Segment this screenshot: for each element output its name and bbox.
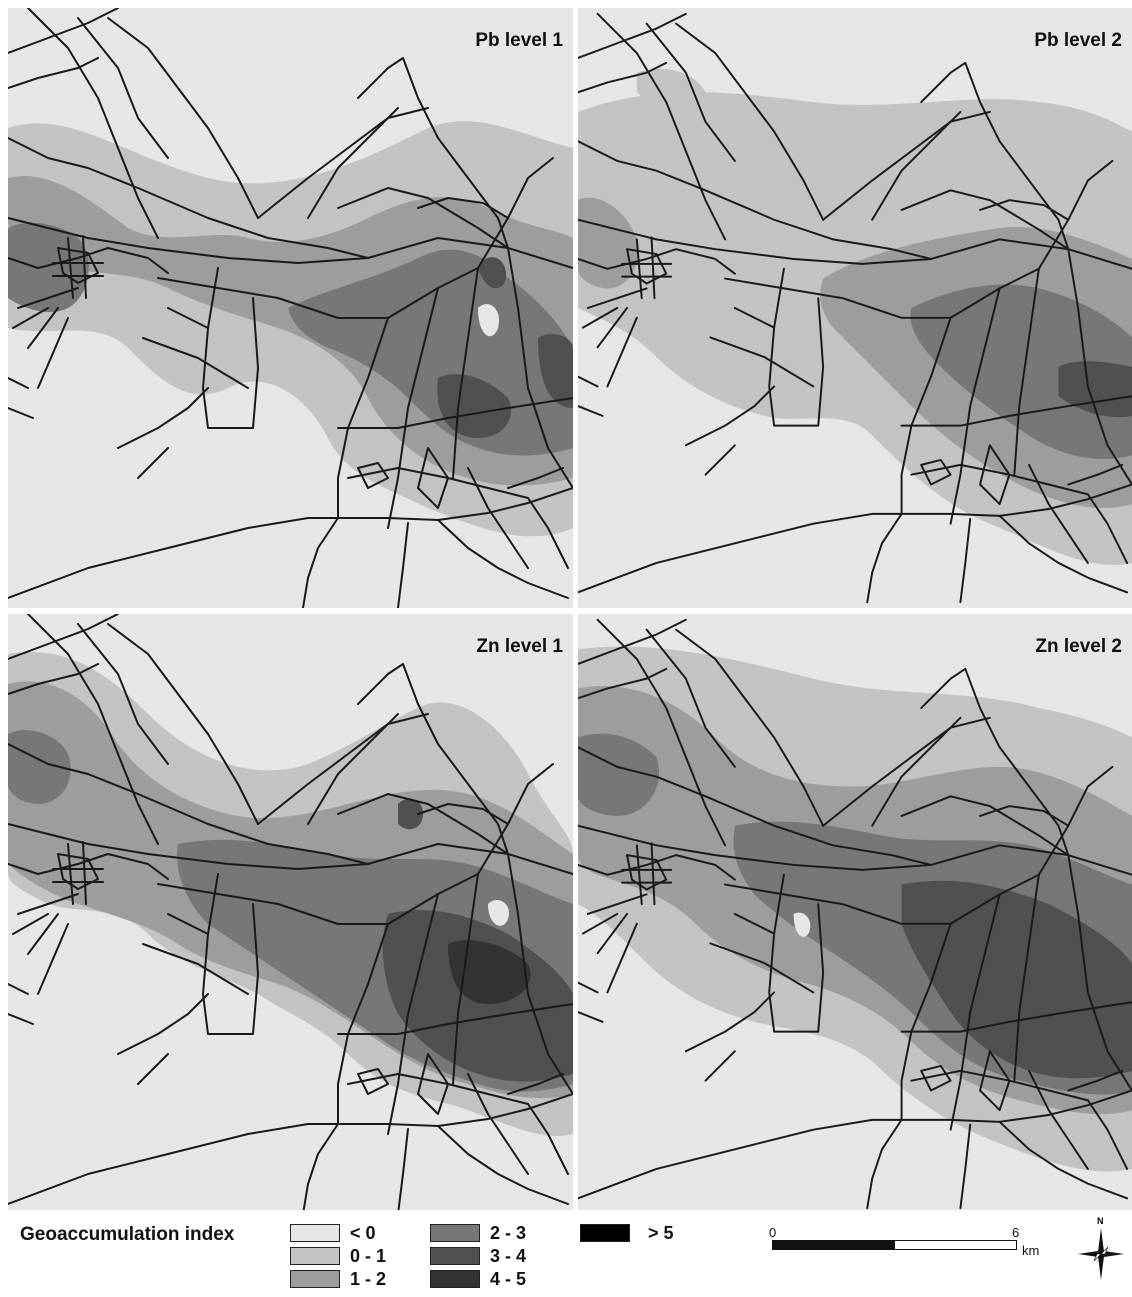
legend: Geoaccumulation index < 0 0 - 1 1 - 2 2 …	[0, 1214, 1132, 1297]
legend-label: > 5	[648, 1223, 674, 1243]
scale-unit-label: km	[1022, 1243, 1040, 1258]
legend-label: 0 - 1	[350, 1246, 387, 1266]
legend-label: 4 - 5	[490, 1269, 527, 1289]
legend-swatch	[430, 1224, 480, 1242]
scale-start-label: 0	[769, 1225, 777, 1240]
north-arrow-icon: N	[1078, 1216, 1124, 1280]
map-panel-zn-level-1: Zn level 1	[8, 614, 573, 1210]
legend-label: < 0	[350, 1223, 376, 1243]
legend-label: 1 - 2	[350, 1269, 387, 1289]
legend-swatch	[580, 1224, 630, 1242]
legend-swatch	[430, 1270, 480, 1288]
panel-title: Zn level 1	[476, 636, 563, 657]
panel-title: Zn level 2	[1035, 636, 1122, 657]
legend-swatch	[290, 1247, 340, 1265]
map-panel-pb-level-2: Pb level 2	[578, 8, 1132, 608]
contour-map	[8, 614, 573, 1210]
contour-map	[578, 618, 1132, 1210]
map-panel-pb-level-1: Pb level 1	[8, 8, 573, 608]
contour-map	[8, 8, 573, 608]
legend-swatch	[290, 1224, 340, 1242]
north-label: N	[1097, 1216, 1104, 1226]
panel-title: Pb level 2	[1034, 30, 1122, 51]
scale-bar	[772, 1240, 1017, 1250]
panel-title: Pb level 1	[475, 30, 563, 51]
legend-label: 2 - 3	[490, 1223, 527, 1243]
legend-label: 3 - 4	[490, 1246, 527, 1266]
contour-map	[578, 12, 1132, 604]
legend-swatch	[290, 1270, 340, 1288]
scale-end-label: 6	[1012, 1225, 1020, 1240]
legend-swatch	[430, 1247, 480, 1265]
map-panel-zn-level-2: Zn level 2	[578, 614, 1132, 1210]
legend-title: Geoaccumulation index	[20, 1224, 235, 1245]
